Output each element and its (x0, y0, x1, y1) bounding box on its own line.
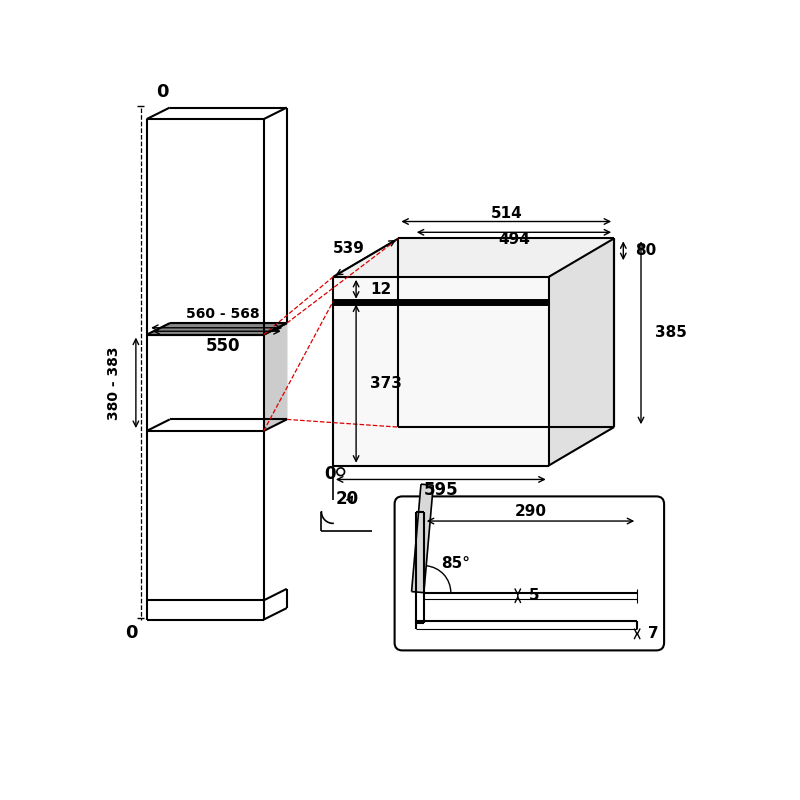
Polygon shape (333, 277, 549, 466)
Text: 12: 12 (370, 282, 391, 297)
Text: 560 - 568: 560 - 568 (186, 307, 260, 322)
Polygon shape (411, 484, 434, 593)
Text: 550: 550 (206, 338, 240, 355)
Text: 80: 80 (636, 243, 657, 258)
Polygon shape (146, 323, 287, 334)
Text: 595: 595 (423, 482, 458, 499)
Text: 385: 385 (655, 326, 686, 340)
Text: 0: 0 (125, 624, 138, 642)
Text: 290: 290 (514, 504, 546, 519)
Text: 20: 20 (335, 490, 358, 508)
Polygon shape (549, 238, 614, 466)
Text: 514: 514 (490, 206, 522, 222)
Text: 7: 7 (648, 626, 658, 642)
Polygon shape (333, 238, 614, 277)
Text: 0: 0 (156, 83, 169, 102)
Text: 0: 0 (324, 466, 336, 483)
Text: 373: 373 (370, 376, 402, 391)
Polygon shape (398, 238, 614, 427)
FancyBboxPatch shape (394, 496, 664, 650)
Text: 5: 5 (529, 588, 539, 603)
Polygon shape (264, 323, 287, 431)
Text: 380 - 383: 380 - 383 (107, 346, 122, 419)
Text: 85°: 85° (441, 556, 470, 571)
Text: 494: 494 (498, 233, 530, 247)
Text: 539: 539 (333, 241, 365, 256)
